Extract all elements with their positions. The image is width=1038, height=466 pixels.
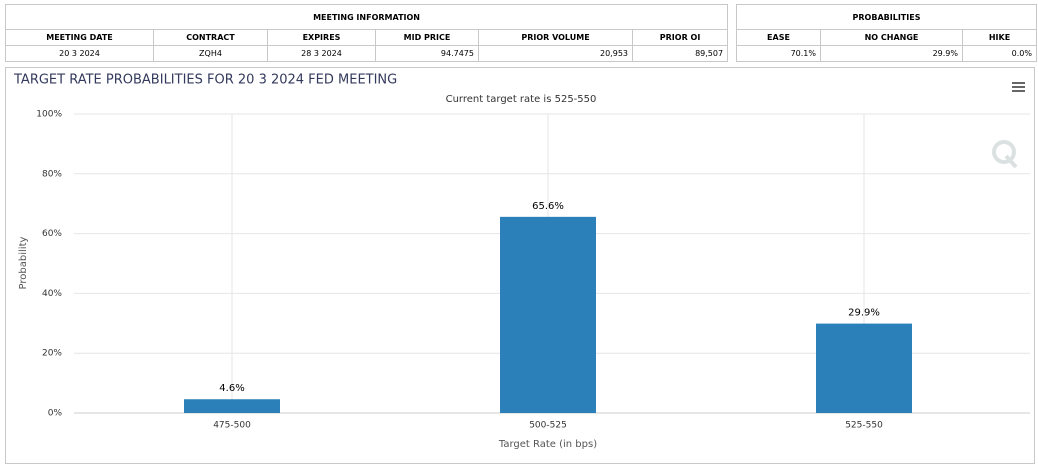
x-axis-title: Target Rate (in bps) (498, 439, 597, 450)
y-axis-title: Probability (18, 236, 29, 289)
cell: 89,507 (631, 45, 729, 62)
y-tick-label: 100% (36, 110, 62, 120)
data-label: 29.9% (848, 308, 880, 319)
column-header: NO CHANGE (820, 29, 963, 46)
table-title: MEETING INFORMATION (4, 4, 729, 30)
chart-title: TARGET RATE PROBABILITIES FOR 20 3 2024 … (13, 73, 397, 88)
y-tick-label: 40% (42, 289, 62, 299)
meeting-info-table: MEETING INFORMATION MEETING DATE CONTRAC… (4, 4, 729, 62)
menu-bar (1012, 86, 1025, 88)
y-tick-label: 80% (42, 169, 62, 179)
column-header: PRIOR OI (631, 29, 729, 46)
cell: 28 3 2024 (267, 45, 376, 62)
column-header: MEETING DATE (5, 29, 154, 46)
cell: 94.7475 (375, 45, 479, 62)
bar (500, 216, 596, 413)
bar (184, 399, 280, 413)
data-label: 4.6% (219, 383, 244, 394)
bar (816, 323, 912, 413)
y-tick-label: 0% (48, 409, 63, 419)
cell: 70.1% (736, 45, 821, 62)
logo-ring (992, 140, 1016, 164)
column-header: PRIOR VOLUME (478, 29, 633, 46)
column-header: EXPIRES (267, 29, 376, 46)
cell: ZQH4 (153, 45, 268, 62)
menu-bar (1012, 90, 1025, 92)
probabilities-table: PROBABILITIES EASE NO CHANGE HIKE 70.1% … (736, 4, 1037, 62)
y-tick-label: 60% (42, 229, 62, 239)
x-tick-label: 475-500 (213, 421, 251, 431)
data-label: 65.6% (532, 201, 564, 212)
column-header: HIKE (962, 29, 1037, 46)
watermark-logo (992, 140, 1018, 169)
x-tick-label: 525-550 (845, 421, 883, 431)
column-header: MID PRICE (375, 29, 479, 46)
cell: 0.0% (962, 45, 1037, 62)
column-header: EASE (736, 29, 821, 46)
y-tick-label: 20% (42, 349, 62, 359)
cell: 29.9% (820, 45, 963, 62)
menu-bar (1012, 82, 1025, 84)
column-header: CONTRACT (153, 29, 268, 46)
cell: 20,953 (478, 45, 633, 62)
cell: 20 3 2024 (5, 45, 154, 62)
menu-icon[interactable] (1012, 82, 1025, 92)
logo-tail (1004, 154, 1018, 169)
x-tick-label: 500-525 (529, 421, 567, 431)
chart-subtitle: Current target rate is 525-550 (446, 94, 597, 105)
table-title: PROBABILITIES (736, 4, 1037, 30)
